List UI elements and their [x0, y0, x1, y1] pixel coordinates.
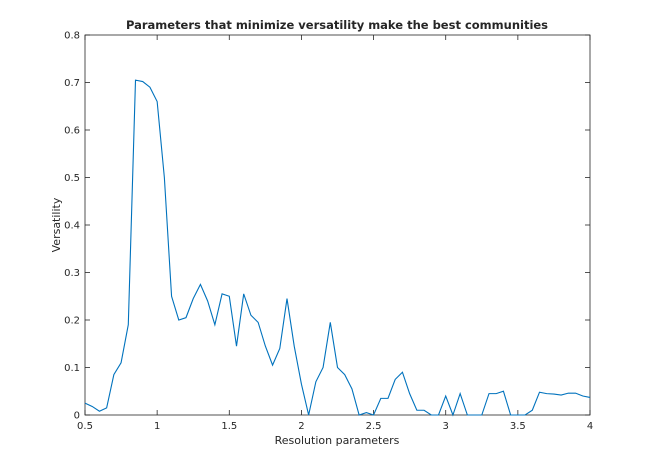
x-tick-label: 1.5 [221, 421, 237, 432]
y-tick-label: 0.7 [64, 78, 80, 89]
x-axis-label: Resolution parameters [275, 434, 400, 447]
y-tick-label: 0 [74, 411, 80, 422]
y-tick-label: 0.6 [64, 126, 80, 137]
x-tick-label: 3 [443, 421, 449, 432]
x-tick-label: 0.5 [77, 421, 93, 432]
y-axis-label: Versatility [50, 197, 63, 252]
y-tick-label: 0.5 [64, 173, 80, 184]
versatility-series-line [84, 79, 591, 417]
y-axis-ticks: 0 0.1 0.2 0.3 0.4 0.5 0.6 0.7 0.8 [64, 31, 590, 422]
y-tick-label: 0.3 [64, 268, 80, 279]
y-tick-label: 0.1 [64, 363, 80, 374]
chart-title: Parameters that minimize versatility mak… [126, 18, 548, 32]
x-tick-label: 1 [154, 421, 160, 432]
x-tick-label: 2 [298, 421, 304, 432]
x-tick-label: 3.5 [510, 421, 526, 432]
plot-background [84, 34, 591, 416]
y-tick-label: 0.4 [64, 221, 80, 232]
x-axis-ticks: 0.5 1 1.5 2 2.5 3 3.5 4 [77, 35, 593, 432]
y-tick-label: 0.8 [64, 31, 80, 42]
x-tick-label: 4 [587, 421, 593, 432]
x-tick-label: 2.5 [366, 421, 382, 432]
y-tick-label: 0.2 [64, 316, 80, 327]
